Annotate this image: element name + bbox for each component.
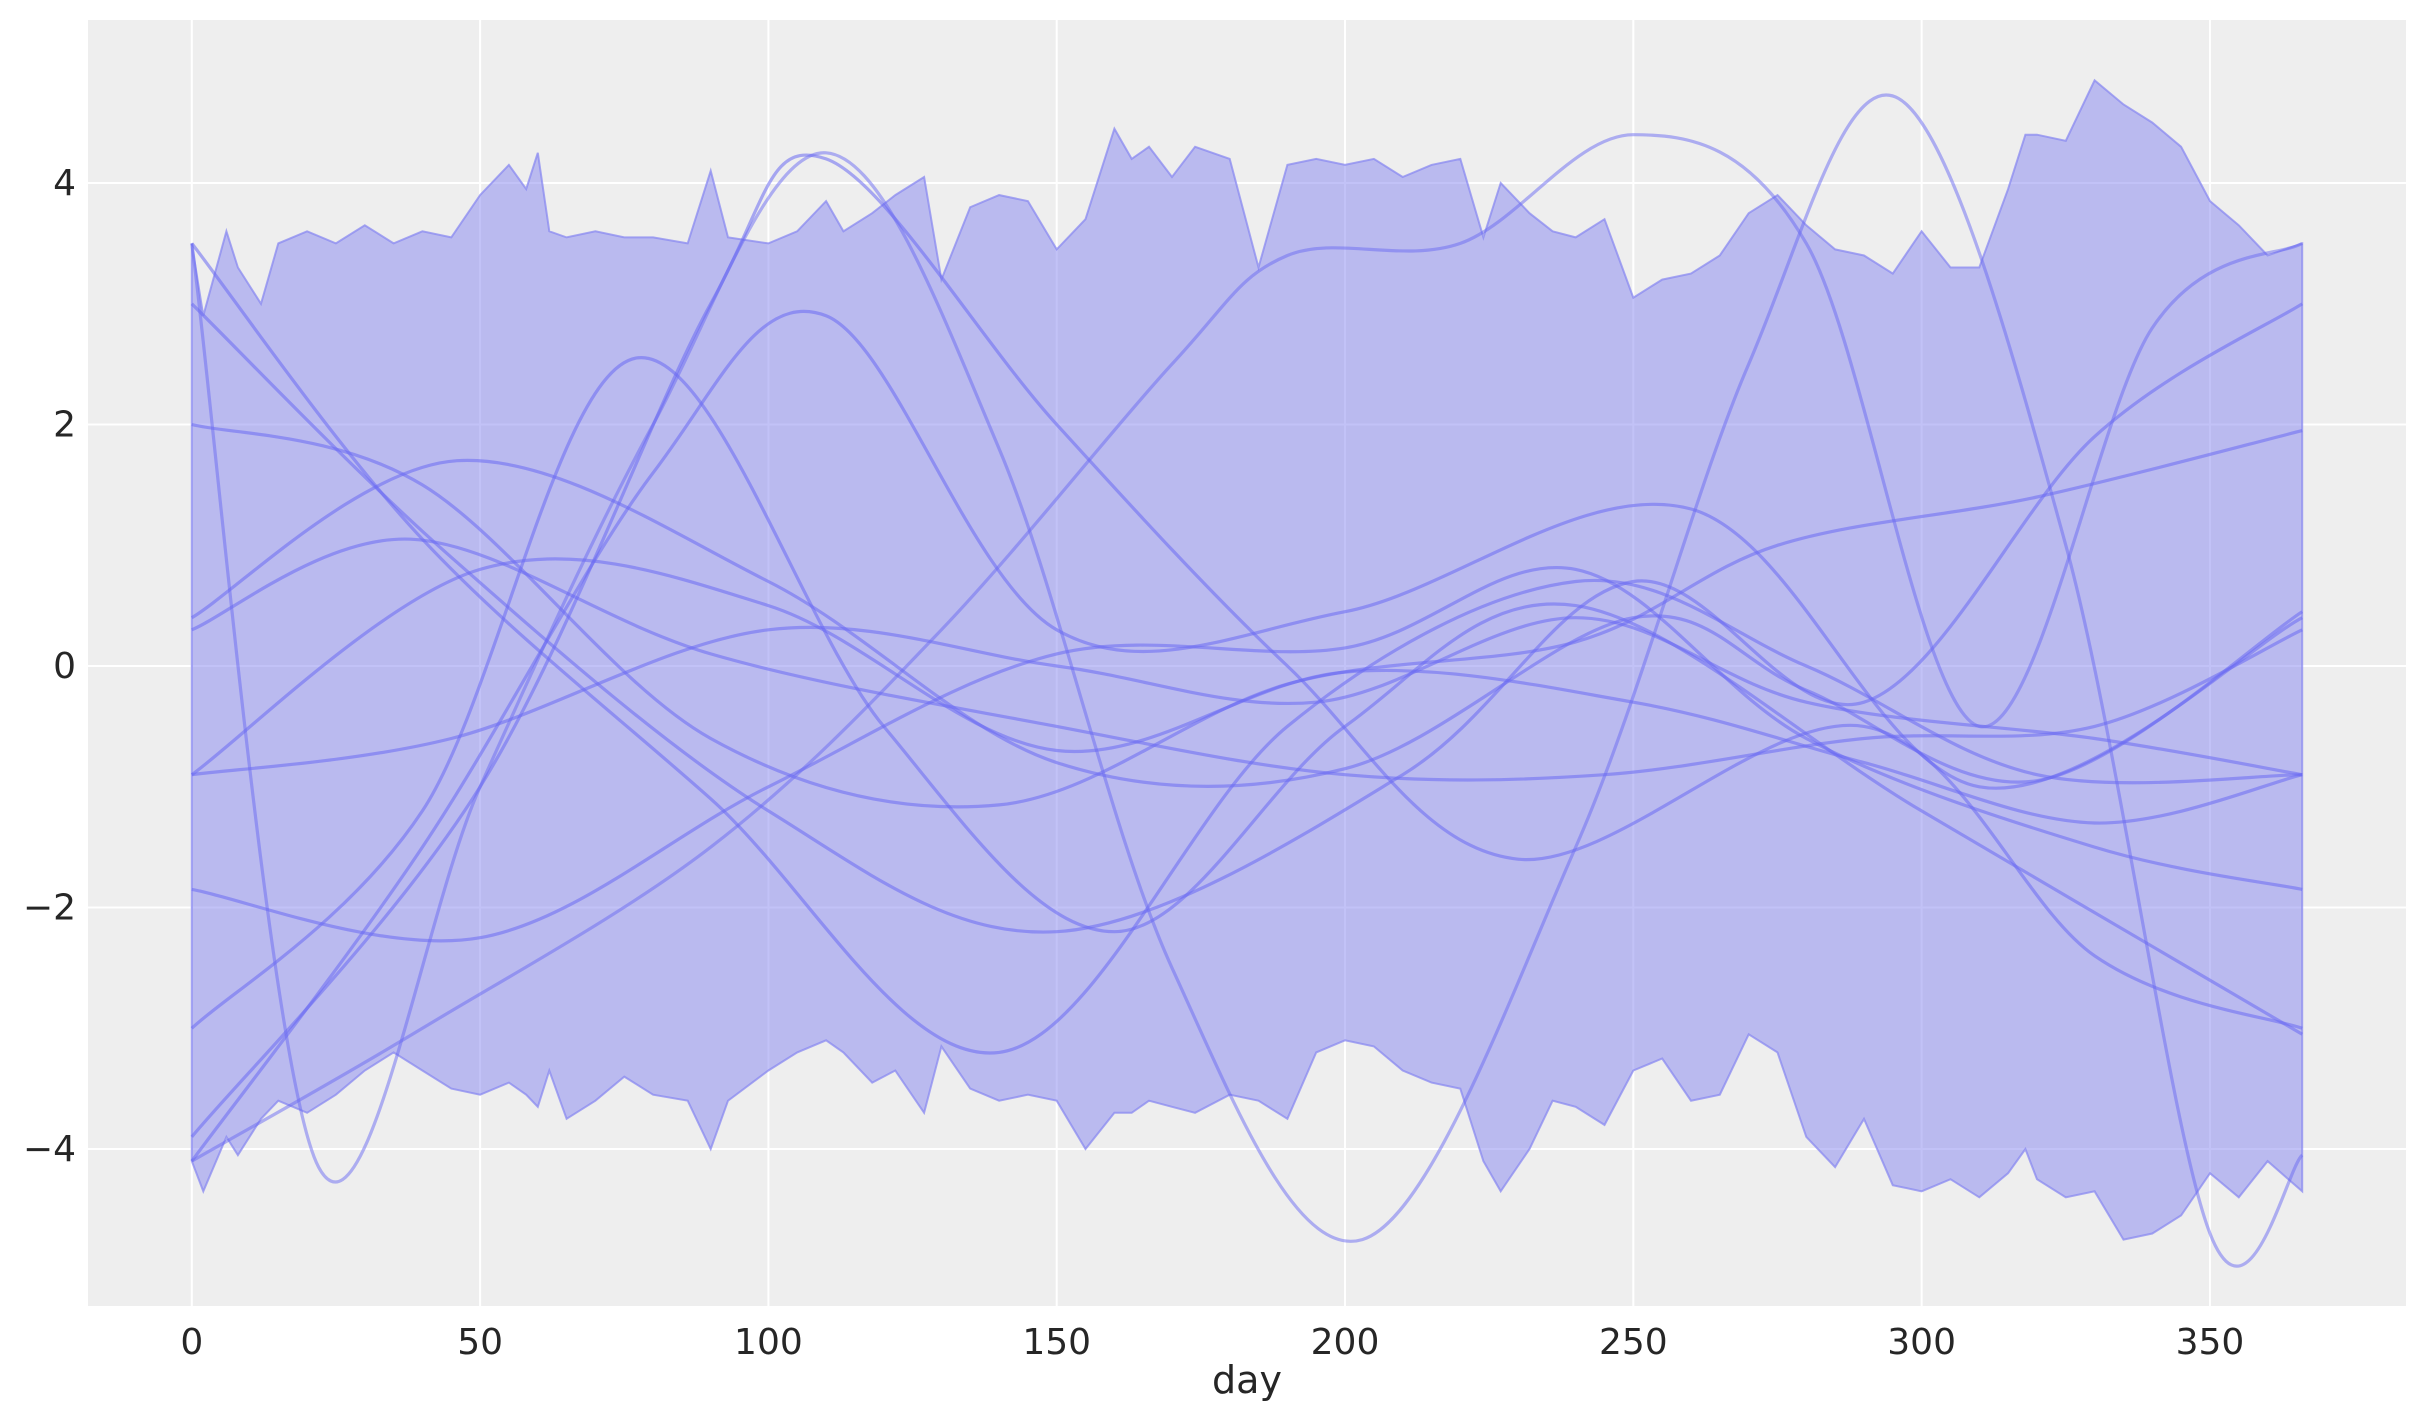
- y-tick-label: −4: [23, 1129, 76, 1170]
- y-tick-label: −2: [23, 888, 76, 929]
- sample-line-extra-2: [191, 133, 2303, 1163]
- x-tick-label: 150: [1022, 1322, 1091, 1363]
- x-tick-label: 350: [2176, 1322, 2245, 1363]
- sample-line-10: [190, 309, 2303, 1163]
- y-tick-label: 2: [53, 405, 76, 446]
- sample-line-extra-1: [190, 93, 2304, 1268]
- tick-layer: 0 50 100 150 200 250 300 350 −4 −2 0 2 4: [23, 163, 2244, 1363]
- band-layer: [190, 78, 2304, 1241]
- y-tick-label: 0: [53, 646, 76, 687]
- sample-line-2: [190, 302, 2304, 934]
- x-tick-label: 200: [1311, 1322, 1380, 1363]
- x-tick-label: 0: [180, 1322, 203, 1363]
- sample-line-8: [191, 566, 2303, 943]
- sample-line-11: [190, 153, 2303, 1138]
- sample-line-4: [190, 458, 2304, 788]
- sample-line-6: [190, 557, 2303, 825]
- x-tick-label: 300: [1887, 1322, 1956, 1363]
- series-layer: [190, 93, 2304, 1268]
- credible-band: [190, 78, 2304, 1241]
- sample-line-9: [190, 356, 2304, 1036]
- x-tick-label: 250: [1599, 1322, 1668, 1363]
- sample-line-1: [190, 242, 2303, 1055]
- sample-line-5: [191, 537, 2303, 782]
- y-tick-label: 4: [53, 163, 76, 204]
- x-tick-label: 100: [734, 1322, 803, 1363]
- x-axis-label: day: [1212, 1358, 1282, 1402]
- x-tick-label: 50: [457, 1322, 503, 1363]
